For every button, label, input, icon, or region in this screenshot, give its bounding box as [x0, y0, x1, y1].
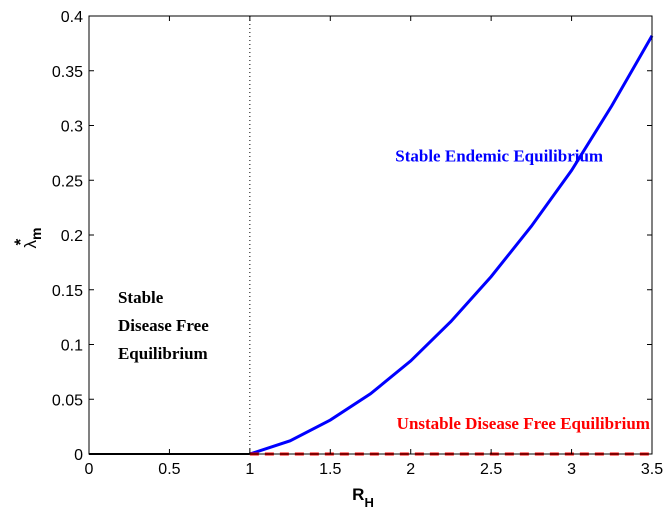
x-tick-label: 2: [406, 461, 415, 478]
x-tick-label: 1.5: [319, 461, 341, 478]
x-tick-label: 3.5: [641, 461, 663, 478]
y-tick-label: 0.05: [52, 392, 83, 409]
annotation-layer: Stable Endemic Equilibrium Stable Disease …: [118, 147, 650, 433]
annotation-line: Stable Endemic Equilibrium: [395, 147, 603, 166]
annotation-0: Stable Endemic Equilibrium: [395, 147, 603, 166]
annotation-line: Stable: [118, 288, 164, 307]
y-tick-label: 0.2: [61, 228, 83, 245]
x-tick-label: 3: [567, 461, 576, 478]
series-line-1: [249, 34, 654, 456]
y-axis-label-sub: m: [28, 228, 44, 240]
y-tick-label: 0: [74, 447, 83, 464]
y-tick-label: 0.15: [52, 283, 83, 300]
plot-area: [89, 16, 652, 454]
annotation-1: Stable Disease Free Equilibrium: [118, 288, 209, 363]
annotation-line: Unstable Disease Free Equilibrium: [397, 414, 650, 433]
x-tick-label: 1: [245, 461, 254, 478]
y-axis-label-sup: *: [11, 238, 30, 245]
x-axis-label: RH: [352, 485, 374, 510]
y-tick-label: 0.25: [52, 173, 83, 190]
y-tick-label: 0.35: [52, 64, 83, 81]
x-tick-label: 0: [85, 461, 94, 478]
y-axis-label: λm *: [11, 228, 44, 249]
y-tick-label: 0.4: [61, 9, 83, 26]
svg-text:λm: λm: [21, 228, 44, 249]
y-axis-label-main: λ: [21, 239, 40, 248]
annotation-line: Equilibrium: [118, 344, 208, 363]
tick-layer: 0 0.5 1 1.5 2 2.5 3 3.5 0 0.05 0.1 0.15 0.2 0.25 0.3 0.…: [52, 9, 663, 478]
x-tick-label: 0.5: [158, 461, 180, 478]
y-tick-label: 0.1: [61, 338, 83, 355]
annotation-2: Unstable Disease Free Equilibrium: [397, 414, 650, 433]
x-axis-label-main: R: [352, 485, 364, 504]
x-tick-label: 2.5: [480, 461, 502, 478]
x-axis-label-sub: H: [364, 495, 373, 510]
y-tick-label: 0.3: [61, 119, 83, 136]
annotation-line: Disease Free: [118, 316, 209, 335]
